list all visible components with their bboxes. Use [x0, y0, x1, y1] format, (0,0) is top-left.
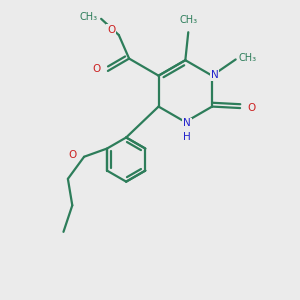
- Text: O: O: [247, 103, 255, 113]
- Text: O: O: [93, 64, 101, 74]
- Text: CH₃: CH₃: [80, 12, 98, 22]
- Text: CH₃: CH₃: [239, 53, 257, 63]
- Text: CH₃: CH₃: [180, 15, 198, 25]
- Text: O: O: [107, 25, 116, 35]
- Text: H: H: [183, 132, 191, 142]
- Text: O: O: [69, 150, 77, 160]
- Text: N: N: [211, 70, 218, 80]
- Text: N: N: [183, 118, 191, 128]
